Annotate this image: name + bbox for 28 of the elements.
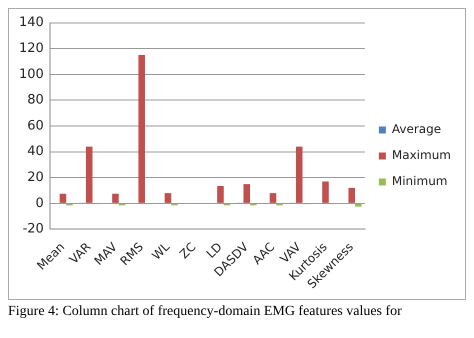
bar <box>86 146 92 203</box>
y-tick-label: 140 <box>18 15 44 30</box>
bar <box>60 194 66 203</box>
bar <box>138 55 145 203</box>
legend-label: Minimum <box>392 174 448 188</box>
bar <box>270 193 276 203</box>
x-tick-label: VAR <box>66 240 94 267</box>
legend-label: Average <box>392 122 442 136</box>
bar <box>355 204 362 207</box>
bar <box>217 186 224 203</box>
y-tick-label: 100 <box>18 66 44 82</box>
y-tick-label: 60 <box>27 118 44 134</box>
bar <box>112 194 119 203</box>
legend-label: Maximum <box>392 148 452 162</box>
bar <box>322 181 329 203</box>
bar <box>243 184 250 203</box>
bar <box>348 188 356 203</box>
x-tick-label: ZC <box>176 240 199 262</box>
y-tick-label: 80 <box>27 92 44 108</box>
bar <box>164 193 172 203</box>
y-tick-label: 120 <box>18 40 44 56</box>
y-tick-label: -20 <box>22 222 44 237</box>
y-tick-label: 40 <box>27 144 44 160</box>
y-tick-label: 0 <box>36 196 44 211</box>
caption: Figure 4: Column chart of frequency-domain EMG features values for <box>8 304 403 320</box>
y-tick-label: 20 <box>27 170 44 185</box>
bar <box>296 146 303 203</box>
x-tick-label: WL <box>149 240 173 263</box>
